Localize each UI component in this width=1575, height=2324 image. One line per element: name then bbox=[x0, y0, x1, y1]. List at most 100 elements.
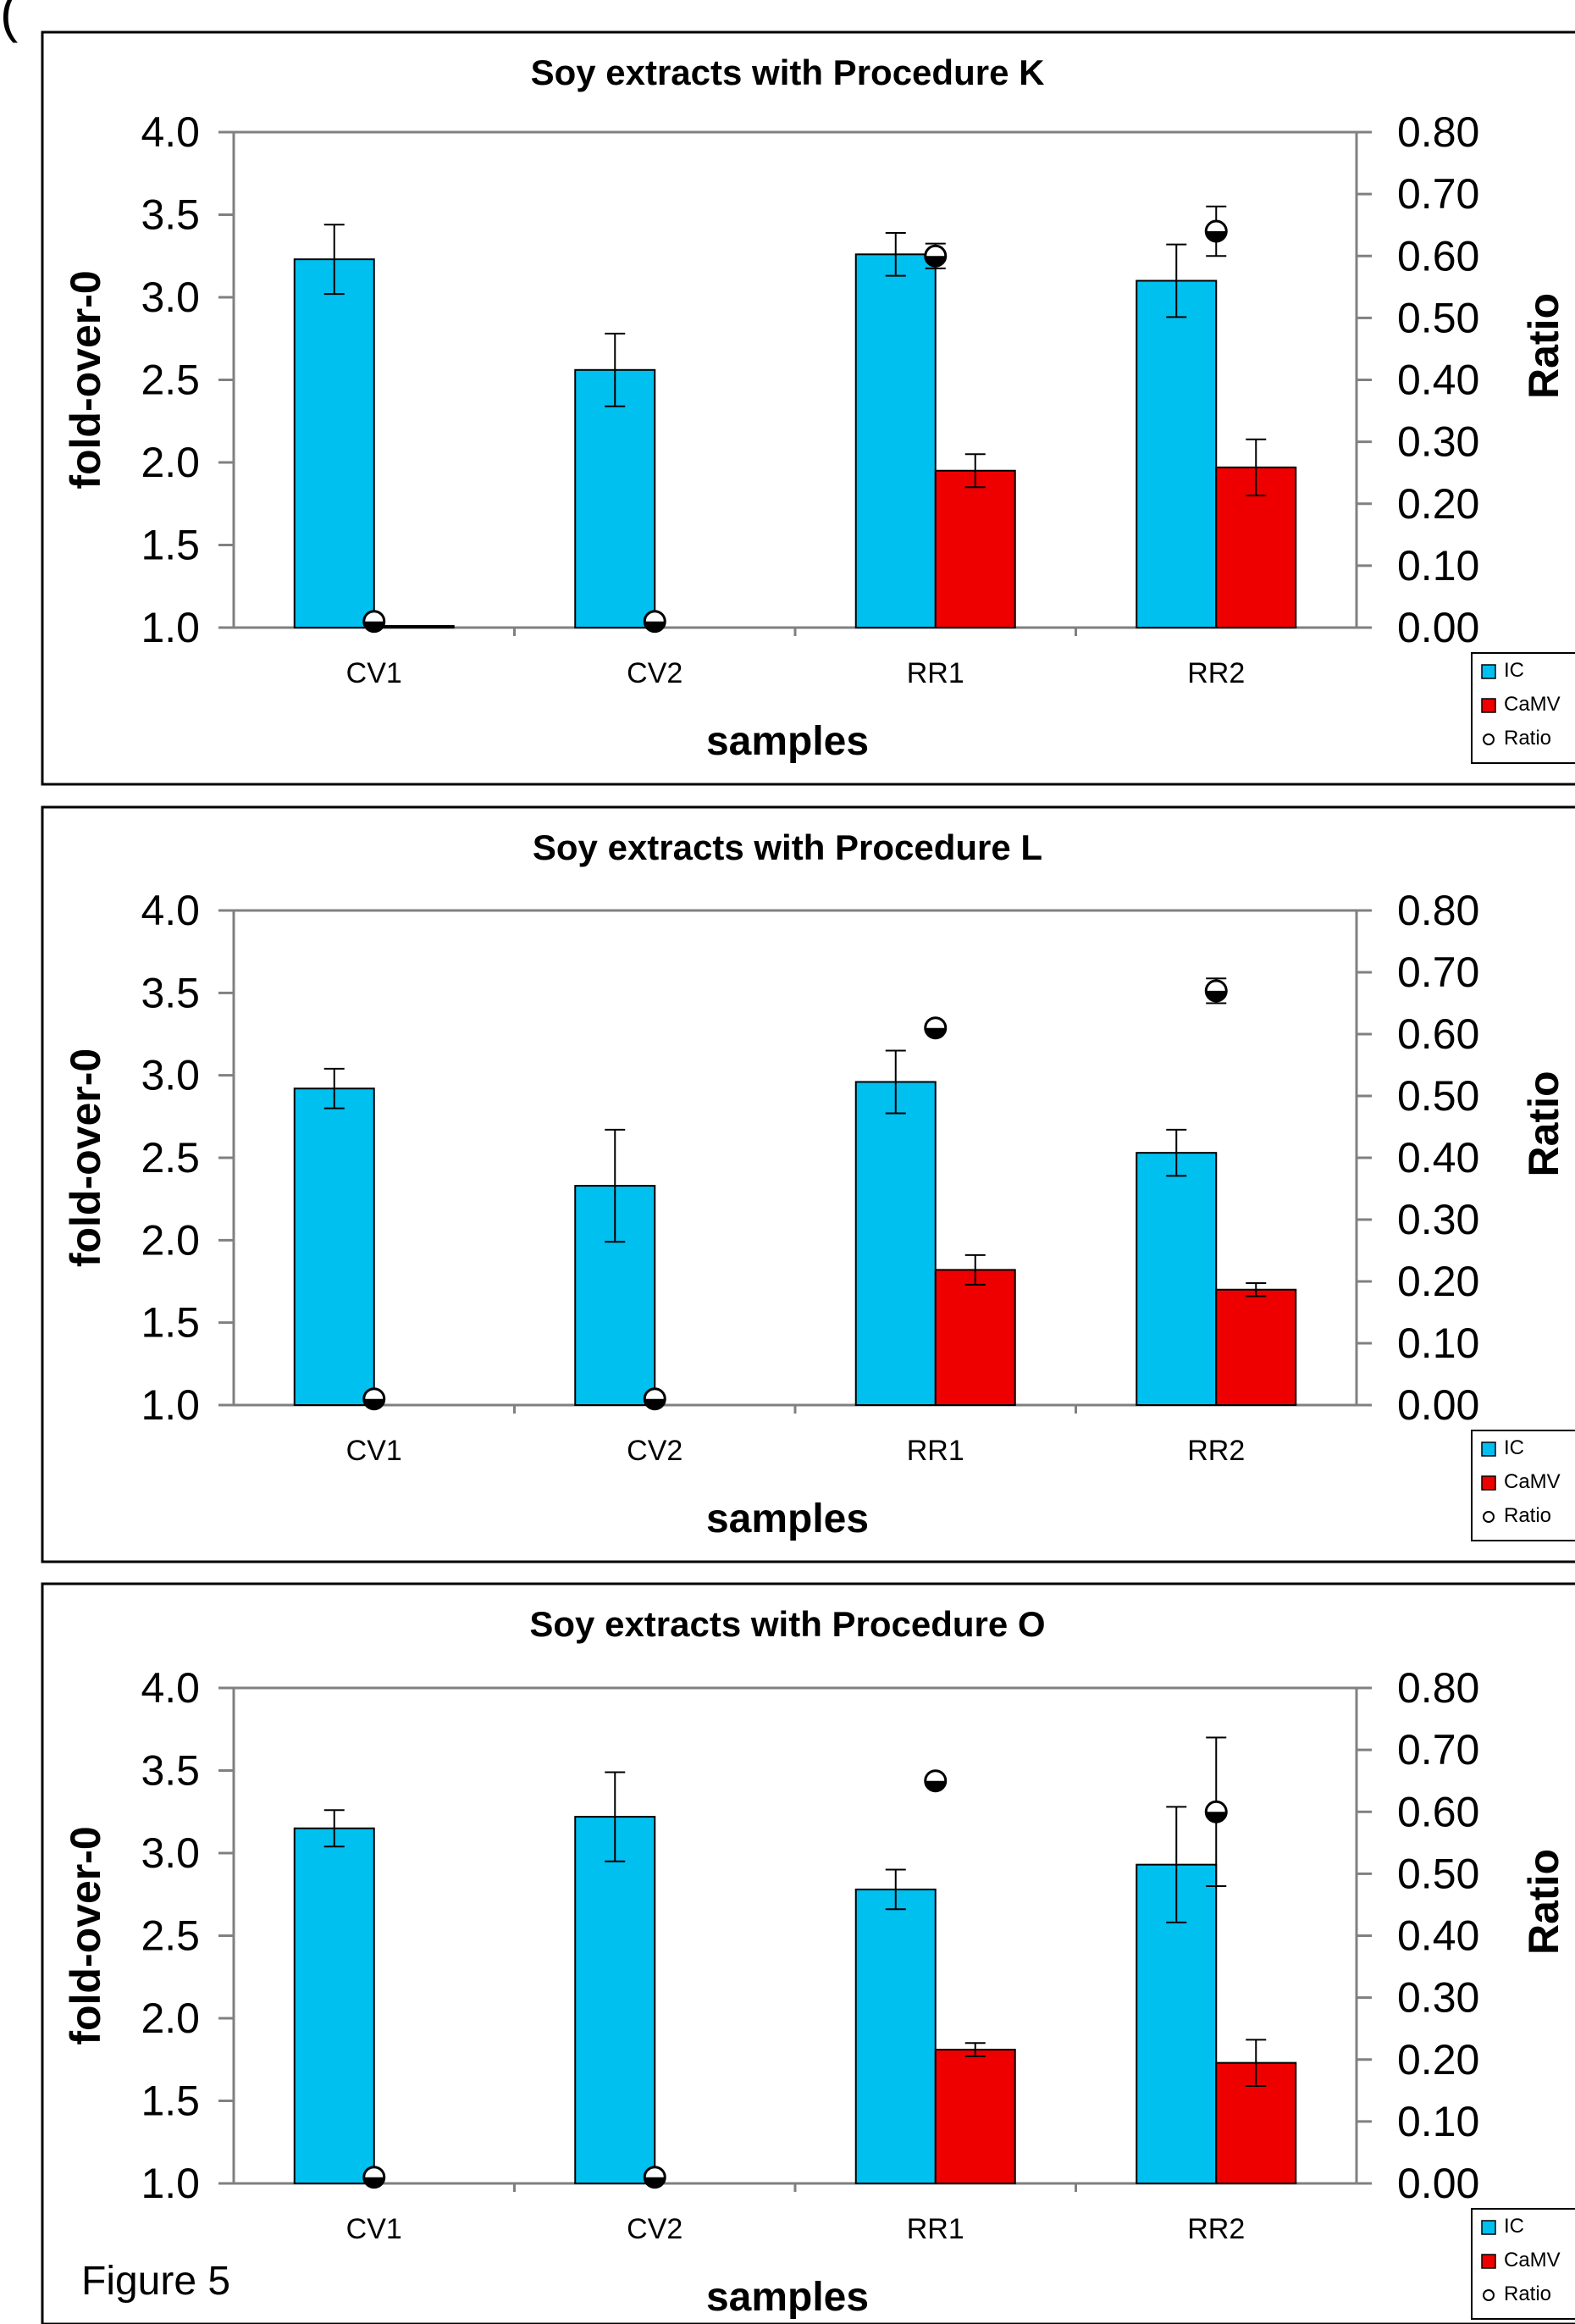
bar-ic bbox=[293, 258, 375, 628]
y2-tick-label: 0.80 bbox=[1397, 1664, 1479, 1712]
bar-ic bbox=[293, 1087, 375, 1406]
bar-camv bbox=[1215, 1288, 1297, 1406]
chart-title: Soy extracts with Procedure L bbox=[533, 827, 1042, 867]
bar-ic bbox=[854, 1081, 937, 1407]
legend-swatch-camv bbox=[1481, 698, 1496, 713]
y-tick-label: 1.0 bbox=[141, 2160, 200, 2207]
ratio-point-shade bbox=[363, 1398, 384, 1409]
y2-axis-label: Ratio bbox=[1520, 1849, 1567, 1955]
legend-label: Ratio bbox=[1504, 2282, 1551, 2305]
figure-label: Figure 5 bbox=[81, 2259, 231, 2304]
x-axis-label: samples bbox=[706, 2275, 869, 2320]
bar-camv bbox=[934, 1269, 1016, 1406]
y-tick-label: 3.5 bbox=[141, 969, 200, 1016]
chart-title: Soy extracts with Procedure K bbox=[531, 53, 1045, 92]
y2-tick-label: 0.80 bbox=[1397, 887, 1479, 934]
chart-title: Soy extracts with Procedure O bbox=[529, 1604, 1045, 1644]
y2-axis-label: Ratio bbox=[1520, 1071, 1567, 1177]
y2-tick-label: 0.60 bbox=[1397, 1010, 1479, 1058]
x-tick-label: RR2 bbox=[1187, 657, 1245, 689]
y-tick-label: 1.5 bbox=[141, 2078, 200, 2125]
y-tick-label: 4.0 bbox=[141, 108, 200, 156]
y2-tick-label: 0.80 bbox=[1397, 108, 1479, 156]
x-tick-label: RR1 bbox=[907, 2213, 964, 2245]
y-tick-label: 2.5 bbox=[141, 1134, 200, 1181]
bar-camv bbox=[934, 469, 1016, 628]
ratio-point-shade bbox=[363, 621, 384, 632]
y2-tick-label: 0.50 bbox=[1397, 294, 1479, 341]
legend-swatch-ratio bbox=[1483, 733, 1495, 745]
y-tick-label: 3.0 bbox=[141, 1829, 200, 1877]
ratio-point-shade bbox=[644, 2177, 666, 2188]
bar-ic bbox=[854, 253, 937, 628]
y2-tick-label: 0.20 bbox=[1397, 1258, 1479, 1305]
y2-tick-label: 0.00 bbox=[1397, 2160, 1479, 2207]
y2-tick-label: 0.40 bbox=[1397, 1912, 1479, 1960]
x-tick-label: CV2 bbox=[627, 1435, 682, 1467]
y-tick-label: 3.0 bbox=[141, 1052, 200, 1099]
y-axis-label: fold-over-0 bbox=[62, 1826, 109, 2045]
y2-tick-label: 0.30 bbox=[1397, 1196, 1479, 1243]
ratio-point-shade bbox=[644, 621, 666, 632]
y-tick-label: 1.0 bbox=[141, 1381, 200, 1429]
y-tick-label: 1.5 bbox=[141, 1299, 200, 1347]
legend-swatch-ic bbox=[1481, 2220, 1496, 2235]
y2-tick-label: 0.30 bbox=[1397, 418, 1479, 466]
y-axis-label: fold-over-0 bbox=[62, 270, 109, 489]
y-tick-label: 4.0 bbox=[141, 887, 200, 934]
y-tick-label: 1.5 bbox=[141, 522, 200, 569]
y2-tick-label: 0.20 bbox=[1397, 480, 1479, 528]
panel-frame bbox=[41, 1582, 1575, 2324]
x-tick-label: CV1 bbox=[346, 657, 402, 689]
y2-tick-label: 0.00 bbox=[1397, 604, 1479, 651]
y2-tick-label: 0.60 bbox=[1397, 232, 1479, 279]
x-tick-label: CV1 bbox=[346, 1435, 402, 1467]
chart-panel-3: Soy extracts with Procedure O 4.0 3.5 3.0 2.… bbox=[41, 1582, 1575, 2324]
y2-tick-label: 0.40 bbox=[1397, 357, 1479, 404]
panel-frame bbox=[41, 30, 1575, 786]
legend-label: IC bbox=[1504, 659, 1524, 682]
x-axis-label: samples bbox=[706, 1497, 869, 1541]
legend-swatch-ic bbox=[1481, 1441, 1496, 1457]
x-axis-label: samples bbox=[706, 719, 869, 764]
legend-label: CaMV bbox=[1504, 693, 1561, 716]
x-tick-label: RR2 bbox=[1187, 2213, 1245, 2245]
x-tick-label: CV2 bbox=[627, 657, 682, 689]
y2-tick-label: 0.10 bbox=[1397, 542, 1479, 589]
legend-swatch-ic bbox=[1481, 664, 1496, 679]
y-tick-label: 2.0 bbox=[141, 1216, 200, 1264]
bar-ic bbox=[574, 368, 656, 628]
y2-tick-label: 0.60 bbox=[1397, 1788, 1479, 1835]
y-tick-label: 2.5 bbox=[141, 357, 200, 404]
legend-label: Ratio bbox=[1504, 727, 1551, 750]
x-tick-label: CV2 bbox=[627, 2213, 682, 2245]
legend-label: CaMV bbox=[1504, 2249, 1561, 2271]
ratio-point-shade bbox=[1206, 231, 1227, 241]
legend-label: CaMV bbox=[1504, 1470, 1561, 1493]
x-tick-label: RR2 bbox=[1187, 1435, 1245, 1467]
y-tick-label: 2.5 bbox=[141, 1912, 200, 1960]
x-tick-label: CV1 bbox=[346, 2213, 402, 2245]
ratio-point-shade bbox=[925, 1780, 946, 1791]
y-axis-label: fold-over-0 bbox=[62, 1049, 109, 1267]
y-tick-label: 3.5 bbox=[141, 1747, 200, 1795]
y2-tick-label: 0.70 bbox=[1397, 949, 1479, 996]
x-tick-label: RR1 bbox=[907, 1435, 964, 1467]
y2-tick-label: 0.20 bbox=[1397, 2036, 1479, 2083]
y2-tick-label: 0.10 bbox=[1397, 2098, 1479, 2145]
ratio-point-shade bbox=[1206, 1812, 1227, 1823]
legend-swatch-camv bbox=[1481, 2254, 1496, 2269]
legend-label: Ratio bbox=[1504, 1504, 1551, 1527]
ratio-point-shade bbox=[644, 1398, 666, 1409]
ratio-point-shade bbox=[925, 1027, 946, 1038]
y-tick-label: 2.0 bbox=[141, 1995, 200, 2042]
legend-swatch-camv bbox=[1481, 1475, 1496, 1491]
y2-tick-label: 0.70 bbox=[1397, 1726, 1479, 1773]
legend-swatch-ratio bbox=[1483, 1511, 1495, 1523]
bar-camv bbox=[1215, 466, 1297, 628]
header-fragment: ( bbox=[0, 0, 19, 43]
bar-ic bbox=[854, 1888, 937, 2184]
bar-ic bbox=[574, 1816, 656, 2185]
y-tick-label: 1.0 bbox=[141, 604, 200, 651]
